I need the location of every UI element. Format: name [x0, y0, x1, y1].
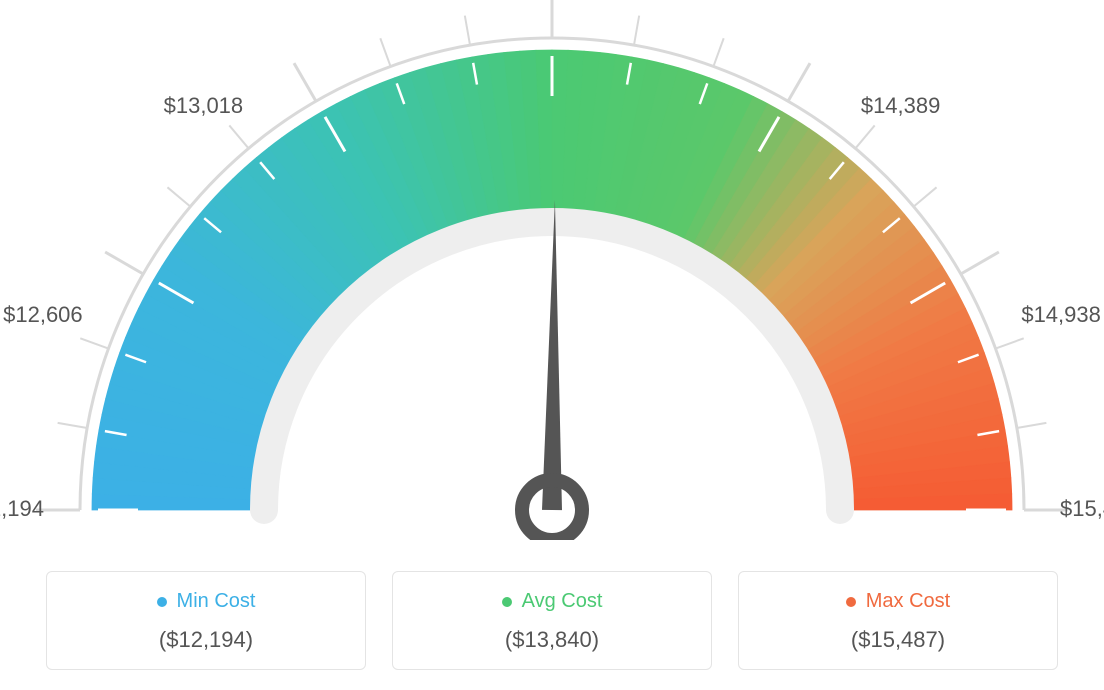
gauge-tick-label: $12,606 — [3, 302, 83, 328]
legend-title: Avg Cost — [502, 590, 603, 613]
gauge-tick-label: $12,194 — [0, 496, 44, 522]
legend-value: ($15,487) — [749, 627, 1047, 653]
legend-dot-icon — [157, 597, 167, 607]
legend-value: ($12,194) — [57, 627, 355, 653]
legend-title: Min Cost — [157, 590, 256, 613]
legend-card: Min Cost ($12,194) — [46, 571, 366, 670]
gauge-tick-label: $13,018 — [164, 93, 244, 119]
legend-dot-icon — [846, 597, 856, 607]
legend-label: Max Cost — [866, 590, 950, 613]
legend-card: Avg Cost ($13,840) — [392, 571, 712, 670]
legend-row: Min Cost ($12,194) Avg Cost ($13,840) Max Co… — [0, 571, 1104, 670]
legend-value: ($13,840) — [403, 627, 701, 653]
gauge-tick-label: $14,389 — [861, 93, 941, 119]
gauge-tick-label: $15,487 — [1060, 496, 1104, 522]
legend-dot-icon — [502, 597, 512, 607]
legend-card: Max Cost ($15,487) — [738, 571, 1058, 670]
legend-label: Avg Cost — [522, 590, 603, 613]
gauge-svg — [0, 0, 1104, 540]
gauge-tick-label: $14,938 — [1021, 302, 1101, 328]
legend-title: Max Cost — [846, 590, 950, 613]
legend-label: Min Cost — [177, 590, 256, 613]
gauge-chart: $12,194$12,606$13,018$13,840$14,389$14,9… — [0, 0, 1104, 540]
